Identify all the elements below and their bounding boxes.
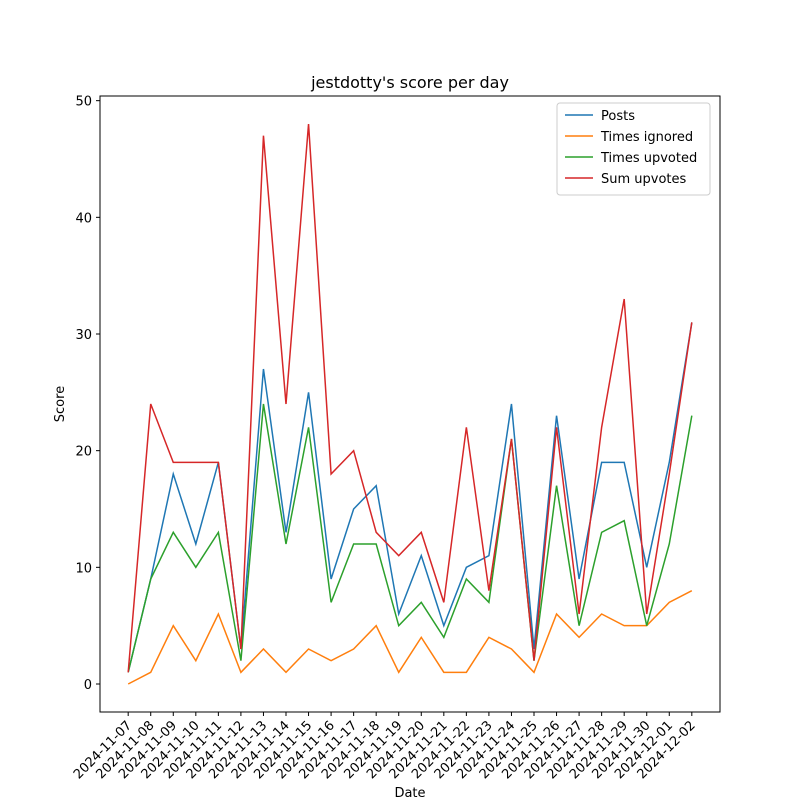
y-tick-label: 20 — [75, 445, 92, 460]
y-tick-label: 0 — [84, 678, 92, 693]
y-tick-label: 10 — [75, 561, 92, 576]
legend-label: Times upvoted — [600, 151, 697, 166]
legend-box — [556, 102, 711, 196]
y-axis-label: Score — [53, 386, 68, 422]
legend-label: Sum upvotes — [601, 172, 687, 187]
series-line — [127, 403, 693, 673]
plot-frame — [99, 95, 721, 713]
legend-label: Posts — [601, 109, 635, 124]
y-tick-label: 50 — [75, 95, 92, 110]
y-tick-label: 40 — [75, 211, 92, 226]
series-line — [127, 123, 693, 673]
series-line — [127, 590, 693, 685]
y-tick-label: 30 — [75, 328, 92, 343]
x-axis-label: Date — [394, 786, 425, 800]
legend-label: Times ignored — [600, 130, 693, 145]
chart-title: jestdotty's score per day — [310, 73, 509, 92]
